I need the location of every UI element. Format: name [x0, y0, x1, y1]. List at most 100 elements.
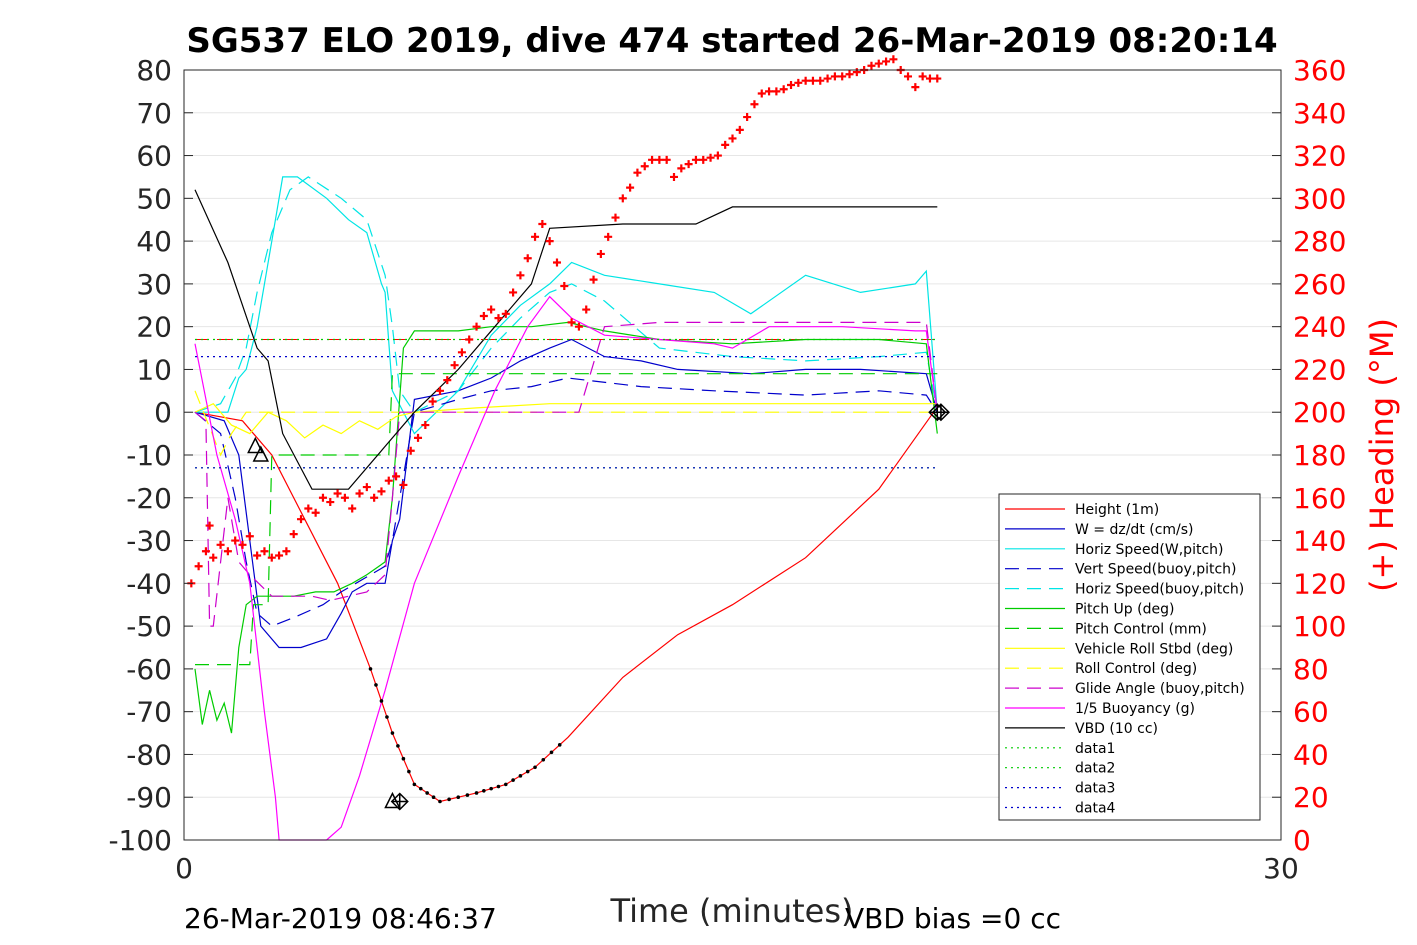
sample-dot [438, 799, 442, 804]
legend-label: Pitch Up (deg) [1075, 602, 1174, 618]
sample-dot [390, 731, 395, 735]
sample-dot [407, 769, 411, 774]
heading-point [289, 530, 298, 539]
right-tick-label: 200 [1293, 396, 1346, 429]
heading-point [757, 89, 766, 98]
heading-point [392, 472, 401, 481]
right-tick-label: 360 [1293, 54, 1346, 87]
heading-point [260, 547, 269, 556]
heading-point [706, 153, 715, 162]
heading-point [787, 80, 796, 89]
vbd-bias-label: VBD bias =0 cc [845, 902, 1061, 935]
right-tick-label: 340 [1293, 97, 1346, 130]
heading-point [552, 258, 561, 267]
heading-point [370, 493, 379, 502]
heading-point [326, 498, 335, 507]
heading-point [721, 140, 730, 149]
heading-point [889, 55, 898, 64]
heading-point [457, 348, 466, 357]
right-tick-label: 240 [1293, 311, 1346, 344]
right-tick-label: 140 [1293, 525, 1346, 558]
series-line-0 [194, 411, 935, 803]
heading-point [743, 113, 752, 122]
right-tick-label: 220 [1293, 353, 1346, 386]
right-tick-label: 80 [1293, 653, 1329, 686]
legend-label: Vert Speed(buoy,pitch) [1075, 562, 1237, 578]
left-tick-label: -20 [126, 482, 172, 515]
left-tick-label: -70 [126, 696, 172, 729]
x-tick-label: 0 [175, 852, 193, 885]
heading-point [904, 72, 913, 81]
left-tick-label: 10 [136, 353, 172, 386]
heading-point [684, 160, 693, 169]
series-line-7 [194, 402, 938, 439]
x-tick-label: 30 [1263, 852, 1299, 885]
heading-point [421, 421, 430, 430]
heading-point [838, 72, 847, 81]
sample-dot [385, 715, 389, 719]
sample-dot [401, 756, 406, 761]
series-line-8 [194, 390, 938, 457]
heading-point [852, 68, 861, 77]
heading-point [487, 305, 496, 314]
heading-point [655, 155, 664, 164]
right-tick-label: 280 [1293, 225, 1346, 258]
series-line-10 [194, 295, 938, 841]
heading-point [611, 213, 620, 222]
sample-dot [557, 743, 562, 747]
left-tick-label: -10 [126, 439, 172, 472]
heading-point [245, 532, 254, 541]
heading-point [253, 551, 262, 560]
heading-point [933, 74, 942, 83]
heading-point [501, 309, 510, 318]
right-axis-label: (+) Heading (°M) [1363, 318, 1401, 592]
heading-point [728, 134, 737, 143]
heading-point [297, 515, 306, 524]
heading-point [691, 155, 700, 164]
legend-label: Pitch Control (mm) [1075, 621, 1207, 637]
sample-dot [533, 765, 537, 770]
heading-point [355, 489, 364, 498]
series-line-5 [194, 321, 938, 734]
heading-point [194, 562, 203, 571]
left-tick-label: -100 [108, 824, 172, 857]
sample-dot [511, 778, 515, 782]
right-tick-label: 160 [1293, 482, 1346, 515]
sample-dot [456, 795, 461, 800]
legend-label: VBD (10 cc) [1075, 721, 1158, 737]
heading-markers [187, 55, 942, 588]
right-tick-label: 100 [1293, 610, 1346, 643]
heading-point [311, 508, 320, 517]
heading-point [304, 504, 313, 513]
sample-dot [482, 789, 486, 793]
heading-point [669, 172, 678, 181]
heading-point [399, 480, 408, 489]
sample-dot [396, 744, 400, 748]
heading-point [750, 100, 759, 109]
left-tick-label: -30 [126, 525, 172, 558]
right-axis-ticks: 3603403203002802602402202001801601401201… [1272, 54, 1346, 857]
heading-point [523, 254, 532, 263]
heading-point [414, 433, 423, 442]
sample-dot [474, 791, 479, 795]
heading-point [231, 536, 240, 545]
heading-point [779, 85, 788, 94]
heading-point [626, 183, 635, 192]
right-tick-label: 40 [1293, 738, 1329, 771]
heading-point [596, 249, 605, 258]
legend-label: data4 [1075, 801, 1116, 817]
sample-dot [496, 784, 501, 789]
heading-point [545, 237, 554, 246]
right-tick-label: 20 [1293, 781, 1329, 814]
heading-point [318, 493, 327, 502]
x-axis-ticks: 0 30 [175, 831, 1299, 885]
heading-point [377, 487, 386, 496]
sample-dot [368, 667, 373, 671]
heading-point [362, 483, 371, 492]
heading-point [582, 305, 591, 314]
heading-point [699, 155, 708, 164]
left-tick-label: -80 [126, 738, 172, 771]
left-tick-label: -40 [126, 567, 172, 600]
sample-dot [447, 797, 451, 802]
legend-label: W = dz/dt (cm/s) [1075, 522, 1194, 538]
